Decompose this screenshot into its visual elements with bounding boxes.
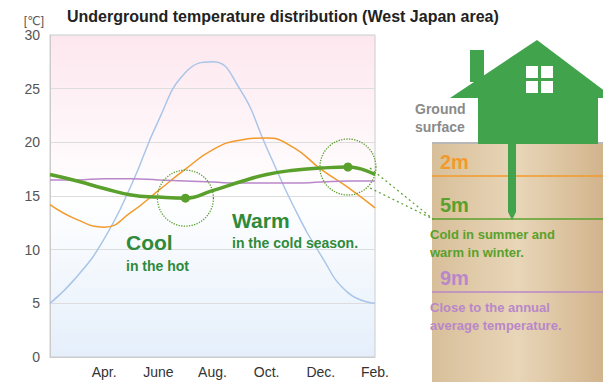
svg-text:Cool: Cool: [126, 231, 173, 254]
svg-text:in the cold season.: in the cold season.: [232, 235, 358, 251]
svg-text:2m: 2m: [440, 151, 469, 173]
svg-text:Apr.: Apr.: [92, 364, 117, 380]
svg-text:Feb.: Feb.: [361, 364, 389, 380]
svg-text:Close to the annual: Close to the annual: [430, 300, 554, 315]
svg-text:Cold in summer and: Cold in summer and: [430, 227, 559, 242]
svg-text:Warm: Warm: [232, 209, 290, 232]
svg-text:20: 20: [24, 134, 40, 150]
svg-text:Dec.: Dec.: [306, 364, 335, 380]
svg-text:Oct.: Oct.: [254, 364, 280, 380]
svg-text:0: 0: [32, 349, 40, 365]
svg-text:15: 15: [24, 188, 40, 204]
svg-text:25: 25: [24, 81, 40, 97]
svg-text:surface: surface: [415, 119, 465, 135]
svg-text:5m: 5m: [440, 194, 469, 216]
svg-text:Aug.: Aug.: [198, 364, 227, 380]
svg-text:9m: 9m: [440, 267, 469, 289]
svg-text:30: 30: [24, 27, 40, 43]
svg-text:[℃]: [℃]: [24, 14, 44, 28]
svg-text:warm in winter.: warm in winter.: [429, 245, 524, 260]
svg-text:5: 5: [32, 295, 40, 311]
svg-text:Ground: Ground: [415, 101, 469, 117]
svg-text:Underground temperature distri: Underground temperature distribution (We…: [67, 8, 499, 25]
svg-text:June: June: [143, 364, 174, 380]
svg-text:average temperature.: average temperature.: [430, 318, 562, 333]
svg-text:10: 10: [24, 242, 40, 258]
svg-text:in the hot: in the hot: [126, 258, 189, 274]
